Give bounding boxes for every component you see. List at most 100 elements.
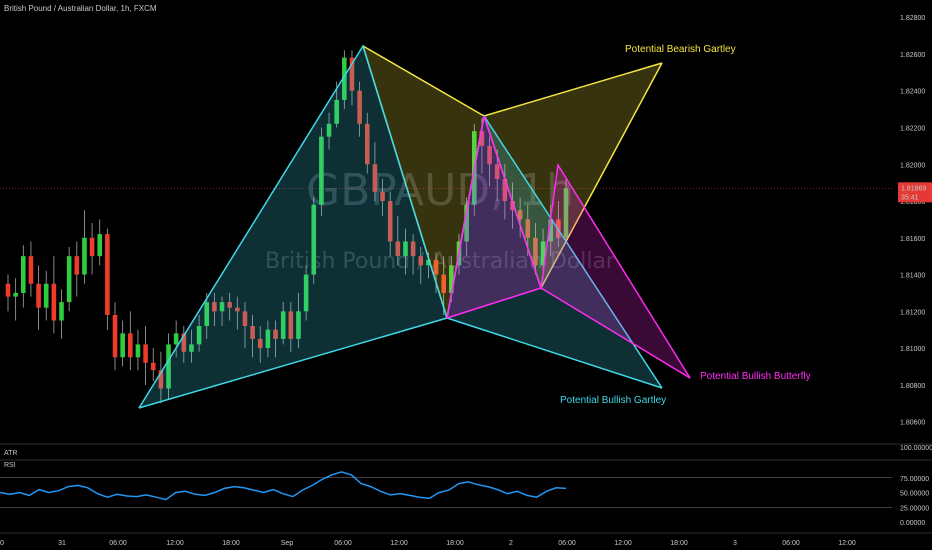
candle-body: [418, 256, 424, 266]
pattern-fill-bcd: [447, 116, 662, 388]
pattern-fill-xab: [139, 46, 447, 408]
price-axis-tick: 1.82000: [900, 162, 925, 169]
candle-body: [120, 333, 125, 358]
candle-body: [364, 123, 370, 165]
candle-body: [349, 57, 355, 91]
time-axis-tick: 06:00: [109, 540, 127, 547]
candle-body: [143, 344, 148, 363]
time-axis-tick: 3: [733, 540, 737, 547]
watermark-name: British Pound / Australian Dollar: [265, 249, 616, 274]
rsi-axis-tick: 100.00000: [900, 445, 932, 452]
candle-body: [242, 311, 248, 327]
time-axis-tick: 18:00: [446, 540, 464, 547]
candle-body: [288, 311, 294, 339]
candle-body: [533, 237, 538, 266]
candle-body: [517, 210, 523, 220]
candle-body: [128, 333, 133, 358]
candle-body: [372, 164, 378, 192]
candle-body: [112, 314, 118, 358]
time-axis-tick: 18:00: [222, 540, 240, 547]
candle-body: [59, 302, 64, 321]
price-axis-tick: 1.81600: [900, 236, 925, 243]
time-axis-tick: 18:00: [670, 540, 688, 547]
time-axis-tick: 12:00: [614, 540, 632, 547]
candle-body: [219, 302, 225, 312]
candle-body: [265, 329, 271, 349]
time-axis-tick: 06:00: [334, 540, 352, 547]
candle-body: [82, 237, 87, 275]
candle-body: [51, 283, 57, 321]
candle-body: [89, 237, 95, 257]
candle-body: [403, 241, 408, 257]
candle-body: [257, 338, 263, 349]
pattern-bd-line: [483, 62, 663, 117]
rsi-axis-tick: 50.00000: [900, 491, 929, 498]
time-axis-tick: 31: [58, 540, 66, 547]
pattern-label: Potential Bullish Butterfly: [700, 371, 811, 382]
candle-body: [433, 259, 439, 275]
candle-body: [326, 123, 332, 137]
candle-body: [181, 333, 187, 352]
candle-body: [105, 234, 110, 315]
countdown-label: 35:41: [901, 194, 919, 201]
price-axis-tick: 1.80800: [900, 383, 925, 390]
candle-body: [13, 292, 18, 297]
time-axis-tick: 2: [509, 540, 513, 547]
candle-body: [212, 302, 217, 312]
pattern-xb-line: [362, 45, 485, 117]
candle-body: [166, 344, 171, 389]
rsi-line: [0, 471, 567, 501]
candle-body: [5, 283, 11, 297]
candle-body: [319, 136, 324, 205]
atr-label: ATR: [4, 450, 18, 457]
candle-body: [150, 362, 156, 371]
candle-body: [410, 241, 416, 257]
candle-body: [449, 265, 454, 293]
candle-body: [20, 256, 26, 293]
time-axis-tick: 0: [0, 540, 4, 547]
candle-body: [66, 256, 72, 303]
candle-body: [303, 274, 309, 312]
candle-body: [43, 283, 49, 308]
candle-body: [395, 241, 401, 257]
candle-body: [158, 370, 164, 389]
candle-body: [189, 344, 194, 352]
current-price-label: 1.81869: [901, 185, 926, 192]
price-axis-tick: 1.82600: [900, 52, 925, 59]
candle-body: [296, 311, 301, 339]
candle-body: [334, 99, 339, 124]
rsi-axis-tick: 25.00000: [900, 505, 929, 512]
rsi-axis-tick: 0.00000: [900, 520, 925, 527]
candle-body: [525, 219, 531, 238]
pattern-label: Potential Bullish Gartley: [560, 395, 666, 406]
candle-body: [441, 274, 446, 293]
candle-body: [380, 191, 385, 202]
candle-body: [357, 90, 362, 124]
current-price-tag: [898, 182, 932, 203]
price-axis-tick: 1.82800: [900, 15, 925, 22]
candle-body: [74, 256, 80, 275]
pattern-xb-line: [446, 287, 542, 319]
rsi-axis-tick: 75.00000: [900, 476, 929, 483]
candle-body: [227, 302, 232, 308]
candle-body: [173, 333, 179, 345]
time-axis-tick: 12:00: [166, 540, 184, 547]
candle-body: [563, 188, 569, 238]
time-axis-tick: Sep: [281, 540, 294, 547]
pattern-fill-xab: [363, 46, 484, 318]
candle-body: [464, 204, 469, 242]
price-axis-tick: 1.82200: [900, 125, 925, 132]
candle-body: [548, 219, 554, 242]
candle-body: [494, 164, 500, 179]
chart-title: British Pound / Australian Dollar, 1h, F…: [4, 4, 157, 13]
candle-body: [280, 311, 286, 339]
time-axis-tick: 06:00: [558, 540, 576, 547]
price-axis-tick: 1.81200: [900, 309, 925, 316]
candle-body: [387, 201, 393, 242]
price-axis-tick: 1.81800: [900, 199, 925, 206]
candle-body: [502, 178, 508, 202]
price-axis-tick: 1.80600: [900, 420, 925, 427]
price-axis-tick: 1.81000: [900, 346, 925, 353]
